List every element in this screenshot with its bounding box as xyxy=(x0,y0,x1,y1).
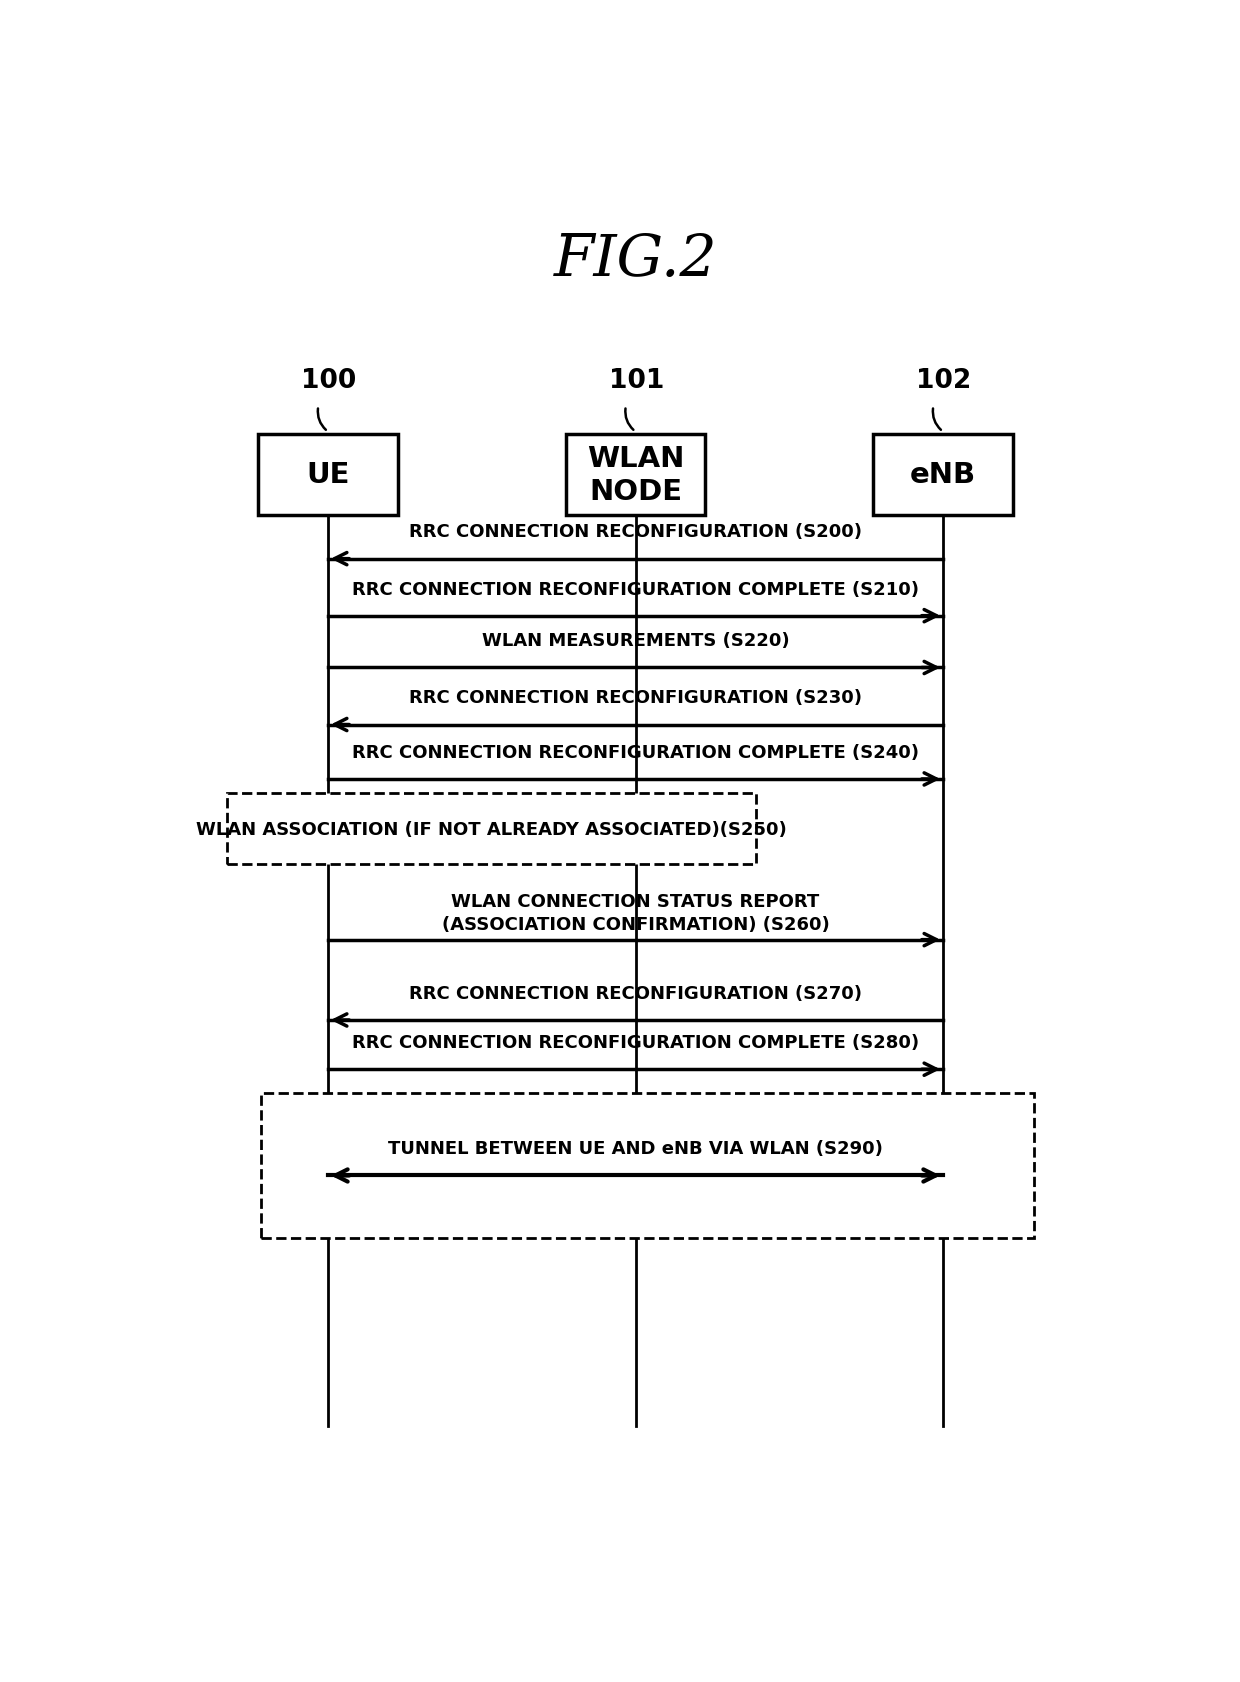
Text: RRC CONNECTION RECONFIGURATION (S270): RRC CONNECTION RECONFIGURATION (S270) xyxy=(409,984,862,1002)
Text: RRC CONNECTION RECONFIGURATION COMPLETE (S240): RRC CONNECTION RECONFIGURATION COMPLETE … xyxy=(352,743,919,762)
Text: WLAN MEASUREMENTS (S220): WLAN MEASUREMENTS (S220) xyxy=(481,632,790,649)
Text: RRC CONNECTION RECONFIGURATION COMPLETE (S280): RRC CONNECTION RECONFIGURATION COMPLETE … xyxy=(352,1033,919,1051)
Text: WLAN ASSOCIATION (IF NOT ALREADY ASSOCIATED)(S250): WLAN ASSOCIATION (IF NOT ALREADY ASSOCIA… xyxy=(196,821,786,838)
Text: RRC CONNECTION RECONFIGURATION (S200): RRC CONNECTION RECONFIGURATION (S200) xyxy=(409,523,862,542)
FancyBboxPatch shape xyxy=(227,794,755,865)
Text: FIG.2: FIG.2 xyxy=(554,232,717,288)
Text: RRC CONNECTION RECONFIGURATION COMPLETE (S210): RRC CONNECTION RECONFIGURATION COMPLETE … xyxy=(352,580,919,599)
FancyBboxPatch shape xyxy=(873,436,1013,515)
Text: WLAN CONNECTION STATUS REPORT
(ASSOCIATION CONFIRMATION) (S260): WLAN CONNECTION STATUS REPORT (ASSOCIATI… xyxy=(441,893,830,934)
Text: 102: 102 xyxy=(916,368,971,394)
Text: UE: UE xyxy=(306,461,350,489)
Text: 100: 100 xyxy=(301,368,356,394)
Text: WLAN
NODE: WLAN NODE xyxy=(587,446,684,505)
FancyBboxPatch shape xyxy=(565,436,706,515)
FancyBboxPatch shape xyxy=(260,1093,1034,1238)
FancyBboxPatch shape xyxy=(258,436,398,515)
Text: 101: 101 xyxy=(609,368,663,394)
Text: eNB: eNB xyxy=(910,461,976,489)
Text: RRC CONNECTION RECONFIGURATION (S230): RRC CONNECTION RECONFIGURATION (S230) xyxy=(409,690,862,706)
Text: TUNNEL BETWEEN UE AND eNB VIA WLAN (S290): TUNNEL BETWEEN UE AND eNB VIA WLAN (S290… xyxy=(388,1140,883,1157)
